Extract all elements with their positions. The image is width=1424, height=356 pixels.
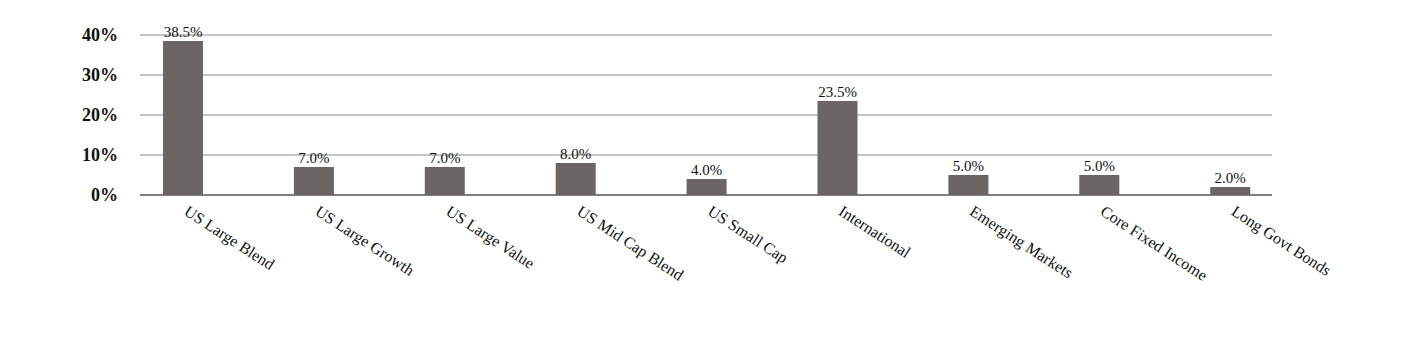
x-tick-label: US Large Blend	[181, 202, 278, 274]
bars	[163, 41, 1250, 195]
data-label: 38.5%	[164, 24, 203, 40]
data-label: 2.0%	[1215, 170, 1246, 186]
grid	[140, 35, 1272, 195]
bar	[425, 167, 465, 195]
chart-container: 0% 10% 20% 30% 40% 38.5% 7.0% 7.0% 8.0% 4.0% 23.5%…	[0, 0, 1424, 356]
chart-svg: 0% 10% 20% 30% 40% 38.5% 7.0% 7.0% 8.0% 4.0% 23.5%…	[0, 0, 1424, 356]
bar	[556, 163, 596, 195]
data-label: 8.0%	[560, 146, 591, 162]
data-label: 5.0%	[953, 158, 984, 174]
bar	[1079, 175, 1119, 195]
grid-line	[140, 34, 1272, 35]
x-tick-label: International	[836, 202, 914, 261]
bar	[1210, 187, 1250, 195]
x-tick-label: US Small Cap	[704, 202, 791, 267]
y-tick-label: 10%	[82, 145, 118, 165]
bar	[294, 167, 334, 195]
y-tick-label: 40%	[82, 25, 118, 45]
y-tick-label: 20%	[82, 105, 118, 125]
bar	[687, 179, 727, 195]
x-tick-label: US Mid Cap Blend	[574, 202, 687, 284]
y-tick-label: 0%	[91, 185, 118, 205]
data-label: 23.5%	[818, 84, 857, 100]
bar	[818, 101, 858, 195]
x-tick-label: Emerging Markets	[966, 202, 1076, 282]
x-tick-label: US Large Value	[443, 202, 538, 272]
data-label: 4.0%	[691, 162, 722, 178]
bar	[163, 41, 203, 195]
bar	[948, 175, 988, 195]
y-tick-label: 30%	[82, 65, 118, 85]
x-tick-label: Core Fixed Income	[1098, 202, 1211, 284]
data-label: 5.0%	[1084, 158, 1115, 174]
x-tick-label: US Large Growth	[312, 202, 418, 279]
grid-line	[140, 74, 1272, 75]
grid-line	[140, 114, 1272, 115]
data-label: 7.0%	[298, 150, 329, 166]
data-label: 7.0%	[429, 150, 460, 166]
x-tick-label: Long Govt Bonds	[1228, 202, 1334, 280]
